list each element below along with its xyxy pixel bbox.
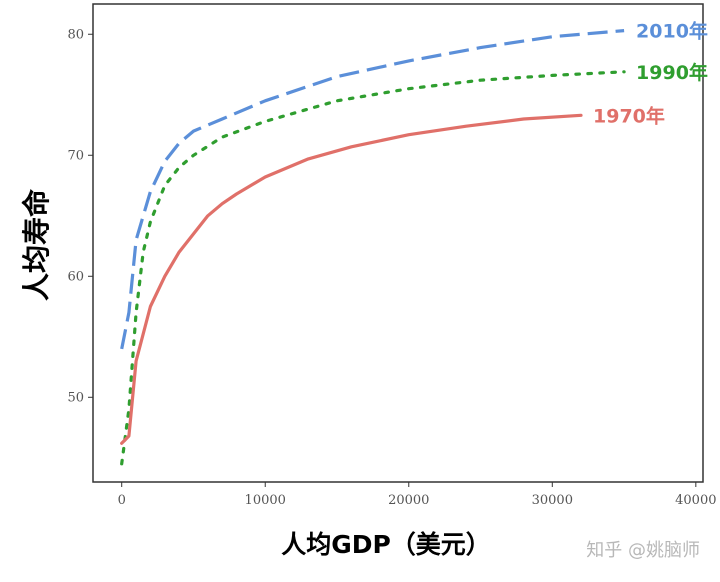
y-tick-label: 80 (67, 27, 84, 42)
series-line-1 (120, 70, 626, 466)
y-axis-title: 人均寿命 (20, 188, 53, 301)
series-line-0 (120, 29, 625, 350)
x-tick-label: 10000 (245, 493, 286, 508)
x-axis-ticks: 0 10000 20000 30000 40000 (118, 482, 717, 508)
y-tick-label: 70 (67, 148, 84, 163)
x-tick-label: 20000 (388, 493, 429, 508)
x-tick-label: 30000 (532, 493, 573, 508)
x-axis-title: 人均GDP（美元） (281, 530, 491, 559)
series-label-1: 1990年 (636, 61, 708, 84)
y-axis-ticks: 50 60 70 80 (67, 27, 93, 405)
y-tick-label: 50 (67, 390, 84, 405)
series-lines (120, 29, 626, 466)
series-line-2 (120, 113, 583, 445)
series-labels: 2010年 1990年 1970年 (593, 20, 708, 128)
y-tick-label: 60 (67, 269, 84, 284)
plot-frame (92, 3, 704, 483)
series-label-0: 2010年 (636, 20, 708, 43)
x-tick-label: 40000 (675, 493, 716, 508)
watermark-text: 知乎 @姚脑师 (586, 540, 700, 561)
series-label-2: 1970年 (593, 104, 665, 127)
x-tick-label: 0 (118, 493, 126, 508)
